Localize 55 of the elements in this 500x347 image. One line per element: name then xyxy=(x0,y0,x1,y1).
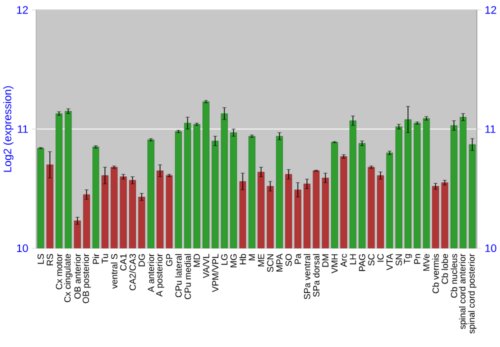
x-tick-label: Tu xyxy=(102,254,108,264)
x-tick-label: spinal cord anterior xyxy=(458,254,468,329)
x-tick-label: CPu medial xyxy=(184,254,191,299)
x-tick-label: VMH xyxy=(331,254,338,274)
y2-tick-label: 10 xyxy=(485,244,496,252)
x-tick-label: MD xyxy=(194,254,200,266)
x-tick-label: SCN xyxy=(267,254,274,272)
x-tick-label: LH xyxy=(350,254,356,264)
x-tick-label: Pa xyxy=(294,253,301,264)
x-tick-label: MVe xyxy=(423,254,430,270)
x-tick-label: Arc xyxy=(340,254,347,267)
x-tick-label: SPa ventral xyxy=(304,254,310,299)
x-tick-label: Cx cingulate xyxy=(64,254,72,302)
x-tick-label: Pn xyxy=(414,254,420,264)
x-tick-label: VA/VL xyxy=(202,254,210,278)
y2-tick-label: 12 xyxy=(485,6,496,14)
x-tick-label: Pir xyxy=(92,254,100,264)
x-tick-label: Cb lobe xyxy=(441,254,448,284)
x-tick-label: Cb nucleus xyxy=(450,254,458,298)
x-tick-label: OB posterior xyxy=(82,254,91,303)
x-tick-label: OB anterior xyxy=(74,254,81,298)
y-tick-label: 12 xyxy=(17,6,28,14)
x-tick-label: MPA xyxy=(276,253,283,272)
x-tick-label: SN xyxy=(396,254,402,266)
x-tick-label: LS xyxy=(38,254,44,264)
x-tick-label: spinal cord posterior xyxy=(468,254,476,334)
x-tick-label: DG xyxy=(138,254,145,266)
x-tick-label: ME xyxy=(258,254,264,266)
x-tick-label: M xyxy=(248,254,255,260)
x-tick-label: CA2/CA3 xyxy=(129,254,136,290)
y-tick-label: 11 xyxy=(18,125,28,133)
x-tick-label: RS xyxy=(46,254,54,266)
x-tick-label: VTA xyxy=(386,253,393,270)
x-tick-label: Hb xyxy=(239,254,246,264)
y2-tick-label: 11 xyxy=(485,125,496,133)
x-tick-label: VPM/VPL xyxy=(212,254,218,292)
x-tick-label: GP xyxy=(166,254,172,266)
y-axis-title: Log2 (expression) xyxy=(3,86,14,172)
x-tick-label: PAG xyxy=(358,254,366,271)
x-tick-label: ventral S xyxy=(110,254,118,288)
x-tick-label: Cx motor xyxy=(56,254,62,290)
x-tick-label: CA1 xyxy=(120,254,126,270)
x-tick-label: A posterior xyxy=(156,254,164,296)
x-tick-label: SPa dorsal xyxy=(312,254,320,297)
x-tick-label: Tg xyxy=(404,254,412,264)
x-tick-label: DM xyxy=(322,254,328,266)
x-tick-label: CPu lateral xyxy=(175,254,182,297)
x-tick-label: SC xyxy=(368,254,374,266)
y-tick-label: 10 xyxy=(17,244,28,252)
x-tick-label: A anterior xyxy=(148,254,154,292)
x-tick-label: SO xyxy=(285,254,292,266)
x-tick-label: LG xyxy=(221,254,228,265)
x-tick-label: MG xyxy=(230,254,237,267)
x-tick-label: IC xyxy=(377,254,384,262)
x-tick-label: Cb vermis xyxy=(432,254,439,293)
